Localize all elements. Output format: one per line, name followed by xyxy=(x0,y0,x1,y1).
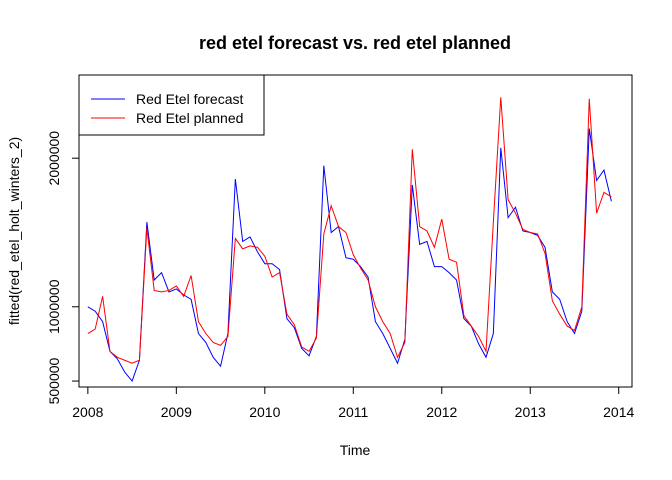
series-line-forecast xyxy=(87,128,612,383)
x-axis: 2008 2009 2010 2011 2012 2013 2014 xyxy=(72,386,635,420)
chart-title: red etel forecast vs. red etel planned xyxy=(199,33,511,53)
x-tick-label: 2010 xyxy=(249,404,280,420)
legend-label-forecast: Red Etel forecast xyxy=(136,91,243,107)
legend: Red Etel forecast Red Etel planned xyxy=(78,74,265,136)
x-tick-label: 2013 xyxy=(515,404,546,420)
y-tick-label: 500000 xyxy=(46,357,62,404)
y-axis: 500000 1000000 2000000 xyxy=(46,131,80,404)
series-line-planned xyxy=(87,97,612,364)
legend-box xyxy=(78,74,265,136)
y-tick-label: 1000000 xyxy=(46,279,62,334)
y-axis-label: fitted(red_etel_holt_winters_2) xyxy=(6,137,22,325)
x-tick-label: 2014 xyxy=(603,404,634,420)
x-tick-label: 2009 xyxy=(161,404,192,420)
x-axis-label: Time xyxy=(340,442,371,458)
x-tick-label: 2012 xyxy=(426,404,457,420)
series-layer xyxy=(87,97,612,383)
y-tick-label: 2000000 xyxy=(46,131,62,186)
x-tick-label: 2008 xyxy=(72,404,103,420)
legend-label-planned: Red Etel planned xyxy=(136,110,243,126)
x-tick-label: 2011 xyxy=(338,404,368,420)
